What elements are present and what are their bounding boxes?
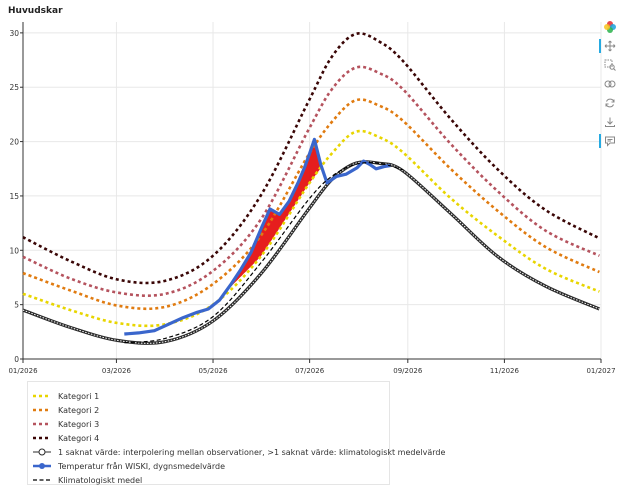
series-line-3 [22, 65, 600, 297]
series-line-1 [22, 129, 600, 328]
series-line-2 [22, 98, 600, 311]
hover-icon[interactable] [599, 132, 621, 150]
x-tick-label: 11/2026 [490, 367, 520, 375]
chart-toolbar [599, 18, 621, 151]
chart-title: Huvudskar [8, 6, 63, 16]
series-lines [22, 32, 601, 345]
bokeh-logo-icon[interactable] [599, 18, 621, 36]
y-tick-label: 15 [9, 192, 19, 201]
legend-label: Temperatur från WISKI, dygnsmedelvärde [58, 461, 225, 471]
series-line-5 [22, 161, 600, 344]
legend-swatch [33, 463, 51, 469]
legend-label: Kategori 2 [58, 405, 100, 415]
legend-label: Kategori 3 [58, 419, 100, 429]
legend-item[interactable]: Temperatur från WISKI, dygnsmedelvärde [32, 459, 225, 473]
reset-icon[interactable] [599, 94, 621, 112]
y-tick-label: 0 [14, 355, 19, 364]
legend: Kategori 1 Kategori 2 Kategori 3 Kategori 4… [27, 381, 445, 487]
x-tick-label: 07/2026 [295, 367, 325, 375]
legend-swatch [33, 394, 51, 398]
y-tick-label: 5 [14, 301, 19, 310]
tick-labels: 0 5 10 15 20 25 30 01/2026 03/2026 05/2026 07/2026… [8, 29, 615, 375]
x-tick-label: 01/2027 [586, 367, 615, 375]
legend-swatch [33, 479, 51, 481]
box-zoom-icon[interactable] [599, 56, 621, 74]
legend-swatch [33, 448, 51, 456]
pan-icon[interactable] [599, 37, 621, 55]
legend-item[interactable]: Kategori 2 [32, 403, 99, 417]
save-icon[interactable] [599, 113, 621, 131]
legend-item[interactable]: Klimatologiskt medel [32, 473, 142, 487]
series-line-4 [22, 32, 601, 285]
y-tick-label: 20 [9, 138, 19, 147]
legend-label: Kategori 1 [58, 391, 100, 401]
legend-item[interactable]: Kategori 1 [32, 389, 99, 403]
legend-item[interactable]: Kategori 3 [32, 417, 99, 431]
grid [22, 22, 602, 360]
y-tick-label: 10 [9, 246, 19, 255]
series-line-7 [124, 162, 404, 344]
legend-label: Kategori 4 [58, 433, 100, 443]
x-tick-label: 03/2026 [102, 367, 132, 375]
series-outline [22, 160, 601, 345]
x-tick-label: 05/2026 [198, 367, 228, 375]
legend-swatch [33, 436, 51, 440]
legend-item[interactable]: Kategori 4 [32, 431, 99, 445]
legend-swatch [33, 408, 51, 412]
wheel-zoom-icon[interactable] [599, 75, 621, 93]
y-tick-label: 25 [9, 83, 19, 92]
chart-plot[interactable]: 0 5 10 15 20 25 30 01/2026 03/2026 05/2026 07/2026… [0, 0, 639, 380]
legend-item[interactable]: 1 saknat värde: interpolering mellan obs… [32, 445, 445, 459]
x-tick-label: 01/2026 [8, 367, 38, 375]
legend-swatch [33, 422, 51, 426]
axes [20, 22, 602, 363]
x-tick-label: 09/2026 [393, 367, 423, 375]
y-tick-label: 30 [9, 29, 19, 38]
legend-label: 1 saknat värde: interpolering mellan obs… [58, 447, 446, 457]
legend-label: Klimatologiskt medel [58, 475, 143, 485]
series-line-6 [124, 137, 391, 336]
